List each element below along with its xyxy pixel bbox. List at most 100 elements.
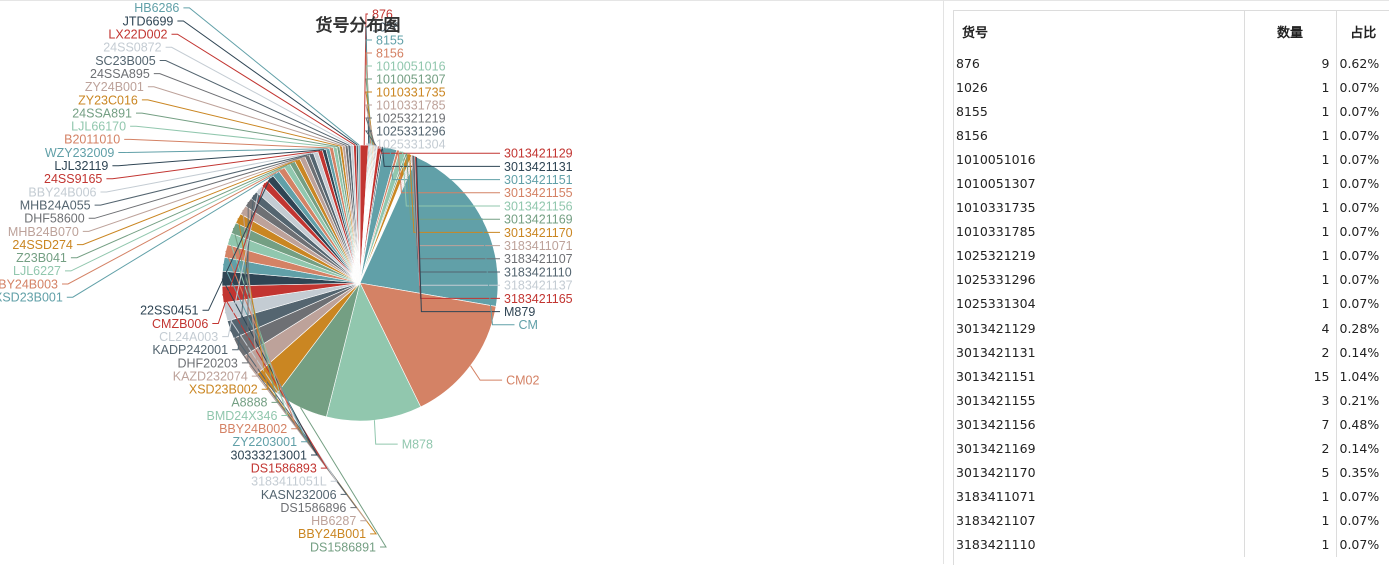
slice-label: WZY232009 [45,146,115,160]
chart-title: 货号分布图 [316,15,401,36]
cell-ratio: 0.07% [1335,291,1389,317]
slice-label: B2011010 [64,133,120,147]
table-row[interactable]: 1010331735 1 0.07% [954,195,1389,220]
cell-sku: 3183421110 [956,537,1036,553]
table-row[interactable]: 1026 1 0.07% [954,75,1389,100]
label-line [389,148,500,181]
label-line [202,177,271,311]
cell-ratio: 0.07% [1335,219,1389,244]
cell-ratio: 0.07% [1335,508,1389,533]
label-line [265,384,378,535]
table-row[interactable]: 876 9 0.62% [954,51,1389,76]
table-row[interactable]: 3183411071 1 0.07% [954,484,1389,509]
label-line [94,153,312,206]
header-quantity[interactable]: 数量 [1243,11,1336,51]
label-line [470,365,503,381]
table-row[interactable]: 3013421131 2 0.14% [954,340,1389,365]
table-row[interactable]: 1025331296 1 0.07% [954,267,1389,292]
table-row[interactable]: 3013421155 3 0.21% [954,388,1389,413]
label-line [397,150,500,194]
cell-ratio: 0.21% [1335,388,1389,413]
label-line [402,151,500,207]
cell-quantity: 1 [1243,291,1336,317]
cell-ratio: 0.07% [1335,243,1389,268]
header-ratio[interactable]: 占比 [1335,11,1389,51]
slice-label: 8156 [376,46,404,60]
label-line [136,112,339,148]
table-row[interactable]: 1010331785 1 0.07% [954,219,1389,244]
table-row[interactable]: 8155 1 0.07% [954,99,1389,124]
label-line [147,86,344,147]
label-line [228,238,289,416]
label-line [373,420,398,445]
slice-label: 3183411051L [251,475,327,489]
cell-quantity: 1 [1243,243,1336,268]
label-line [82,157,303,232]
table-row[interactable]: 3183421110 1 0.07% [954,532,1389,557]
cell-ratio: 0.62% [1335,51,1389,76]
pie-chart: 8761026815581561010051016101005130710103… [0,1,573,554]
cell-sku: 3013421129 [956,320,1036,336]
slice-label: CM [519,318,538,332]
slice-label: 3013421131 [504,160,573,174]
cell-ratio: 0.14% [1335,436,1389,461]
table-row[interactable]: 1010051016 1 0.07% [954,147,1389,172]
cell-quantity: 1 [1243,195,1336,220]
label-lines [62,7,515,548]
cell-sku: 1026 [956,79,988,95]
slice-label: 24SS9165 [44,172,102,186]
slice-label: DS1586893 [251,462,317,476]
table-row[interactable]: 3013421170 5 0.35% [954,460,1389,485]
slice-label: 3013421169 [504,213,573,227]
table-row[interactable]: 3183421107 1 0.07% [954,508,1389,533]
slice-label: 30333213001 [231,448,308,462]
table-row[interactable]: 1010051307 1 0.07% [954,171,1389,196]
panel-divider [943,0,944,564]
slice-label: KADP242001 [152,343,228,357]
cell-sku: 1025331296 [956,272,1036,288]
label-line [177,20,358,146]
cell-sku: 1010331735 [956,200,1036,216]
slice-label: HB6286 [134,1,179,15]
table-row[interactable]: 1025331304 1 0.07% [954,291,1389,317]
cell-quantity: 9 [1243,51,1336,76]
slice-label: 22SS0451 [140,304,198,318]
cell-sku: 1010051016 [956,151,1036,167]
cell-quantity: 1 [1243,532,1336,557]
slice-label: 3183421165 [504,292,573,306]
label-line [365,143,378,147]
label-line [165,46,353,146]
cell-quantity: 2 [1243,340,1336,365]
cell-sku: 1010051307 [956,176,1036,192]
pie-slice[interactable] [359,282,497,408]
table-row[interactable]: 8156 1 0.07% [954,123,1389,148]
slice-label: 24SSD274 [12,238,73,252]
slice-label: 3183421110 [504,265,572,279]
slice-label: BMD24X346 [207,409,278,423]
slice-label: DHF58600 [24,212,84,226]
table-row[interactable]: 3013421169 2 0.14% [954,436,1389,461]
label-line [159,60,350,146]
cell-quantity: 2 [1243,436,1336,461]
label-line [249,365,368,522]
cell-quantity: 1 [1243,508,1336,533]
slice-label: 876 [372,7,393,21]
table-row[interactable]: 1025321219 1 0.07% [954,243,1389,268]
slice-label: 3183421137 [504,279,573,293]
slice-label: MHB24A055 [20,199,91,213]
label-line [222,294,328,469]
header-sku[interactable]: 货号 [962,25,989,41]
label-line [76,159,298,246]
slice-label: KAZD232074 [173,369,248,383]
cell-ratio: 0.07% [1335,171,1389,196]
cell-sku: 1025321219 [956,248,1036,264]
label-line [241,202,249,364]
slice-label: M879 [504,305,535,319]
slice-label: 3013421156 [504,199,573,213]
slice-label: 3013421155 [504,186,573,200]
table-row[interactable]: 3013421151 15 1.04% [954,364,1389,389]
slice-label: 8155 [376,33,404,47]
slice-label: LJL6227 [13,264,61,278]
table-row[interactable]: 3013421156 7 0.48% [954,412,1389,437]
table-row[interactable]: 3013421129 4 0.28% [954,316,1389,341]
